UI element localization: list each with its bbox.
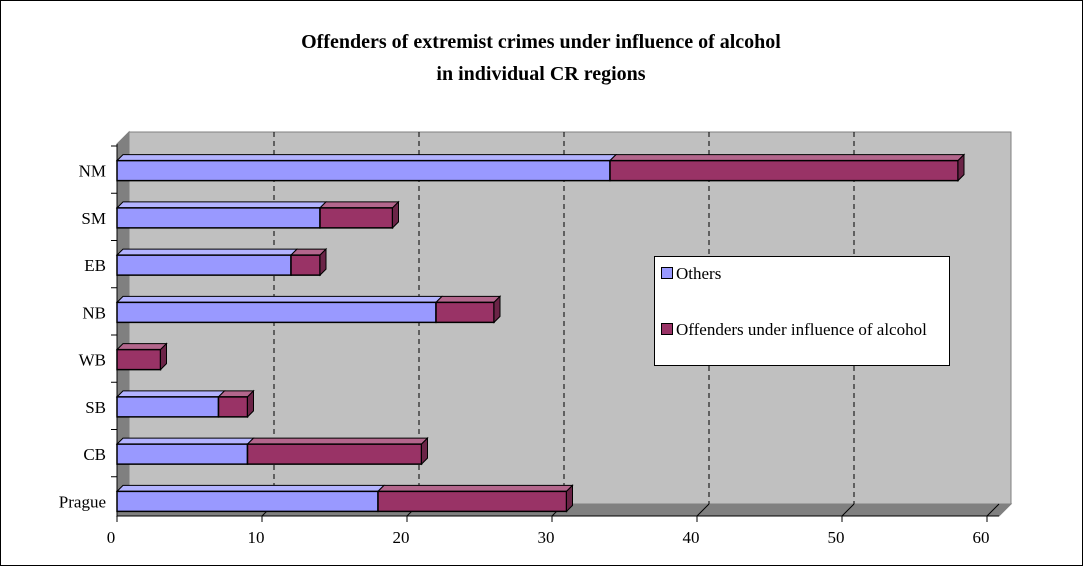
bar-alcohol	[116, 348, 162, 371]
floor-gridline	[696, 503, 710, 517]
plot-area: 0 10 20 30 40 50 60 NM SM EB NB WB SB CB Prague	[59, 130, 1013, 547]
legend-label-alcohol: Offenders under influence of alcohol	[676, 320, 927, 339]
chart-title: Offenders of extremist crimes under infl…	[301, 31, 781, 53]
bar-others	[116, 490, 379, 513]
bar-top-alcohol	[115, 343, 168, 351]
bar-end-cap	[160, 342, 167, 371]
legend-swatch-others	[661, 267, 673, 279]
bar-end-cap	[421, 436, 428, 466]
x-tick-label: 30	[538, 528, 555, 547]
y-tick-label: WB	[79, 351, 106, 370]
y-tick-label: EB	[84, 256, 106, 275]
floor-gridline	[986, 503, 1000, 517]
bar-alcohol	[217, 396, 249, 418]
bar-top-alcohol	[434, 295, 502, 303]
y-tick-label: SM	[81, 209, 106, 228]
bar-top-others	[115, 201, 328, 209]
bar-others	[116, 207, 321, 229]
x-tick-label: 60	[973, 528, 990, 547]
legend-item-alcohol: Offenders under influence of alcohol	[661, 319, 946, 341]
bar-alcohol	[377, 490, 568, 513]
bar-end-cap	[247, 389, 254, 419]
bar-top-others	[115, 484, 386, 492]
bar-alcohol	[609, 159, 959, 182]
bar-top-others	[115, 248, 299, 256]
bar-end-cap	[392, 200, 399, 230]
x-tick-label: 0	[107, 528, 116, 547]
legend: Others Offenders under influence of alco…	[654, 256, 950, 366]
bar-alcohol	[290, 254, 321, 276]
bar-top-alcohol	[246, 437, 429, 445]
bar-others	[116, 254, 292, 276]
bar-others	[116, 443, 249, 465]
bar-others	[116, 396, 220, 418]
bar-alcohol	[319, 207, 394, 229]
floor-gridline	[841, 503, 855, 517]
x-tick-label: 10	[248, 528, 265, 547]
chart-subtitle: in individual CR regions	[436, 63, 645, 85]
bar-top-alcohol	[608, 154, 966, 162]
bar-others	[116, 159, 611, 182]
y-tick-label: NB	[82, 303, 106, 322]
y-tick-label: Prague	[59, 492, 106, 511]
bar-top-others	[115, 295, 444, 303]
bar-end-cap	[319, 247, 327, 277]
bar-end-cap	[493, 295, 501, 324]
bar-top-others	[115, 437, 255, 445]
bar-alcohol	[246, 443, 423, 465]
bar-end-cap	[957, 153, 965, 182]
y-tick-label: SB	[85, 398, 106, 417]
bar-top-alcohol	[318, 201, 400, 209]
x-tick-label: 40	[683, 528, 700, 547]
legend-swatch-alcohol	[661, 323, 673, 335]
x-tick-label: 50	[828, 528, 845, 547]
x-tick-label: 20	[393, 528, 410, 547]
legend-item-others: Others	[661, 263, 946, 285]
y-tick-label: NM	[79, 162, 106, 181]
bar-others	[116, 301, 437, 324]
bar-top-others	[115, 154, 618, 162]
bar-top-alcohol	[376, 484, 574, 492]
bar-alcohol	[435, 301, 495, 324]
bar-end-cap	[566, 484, 573, 513]
bar-top-others	[115, 390, 226, 398]
legend-label-others: Others	[676, 264, 722, 283]
y-tick-label: CB	[83, 445, 106, 464]
